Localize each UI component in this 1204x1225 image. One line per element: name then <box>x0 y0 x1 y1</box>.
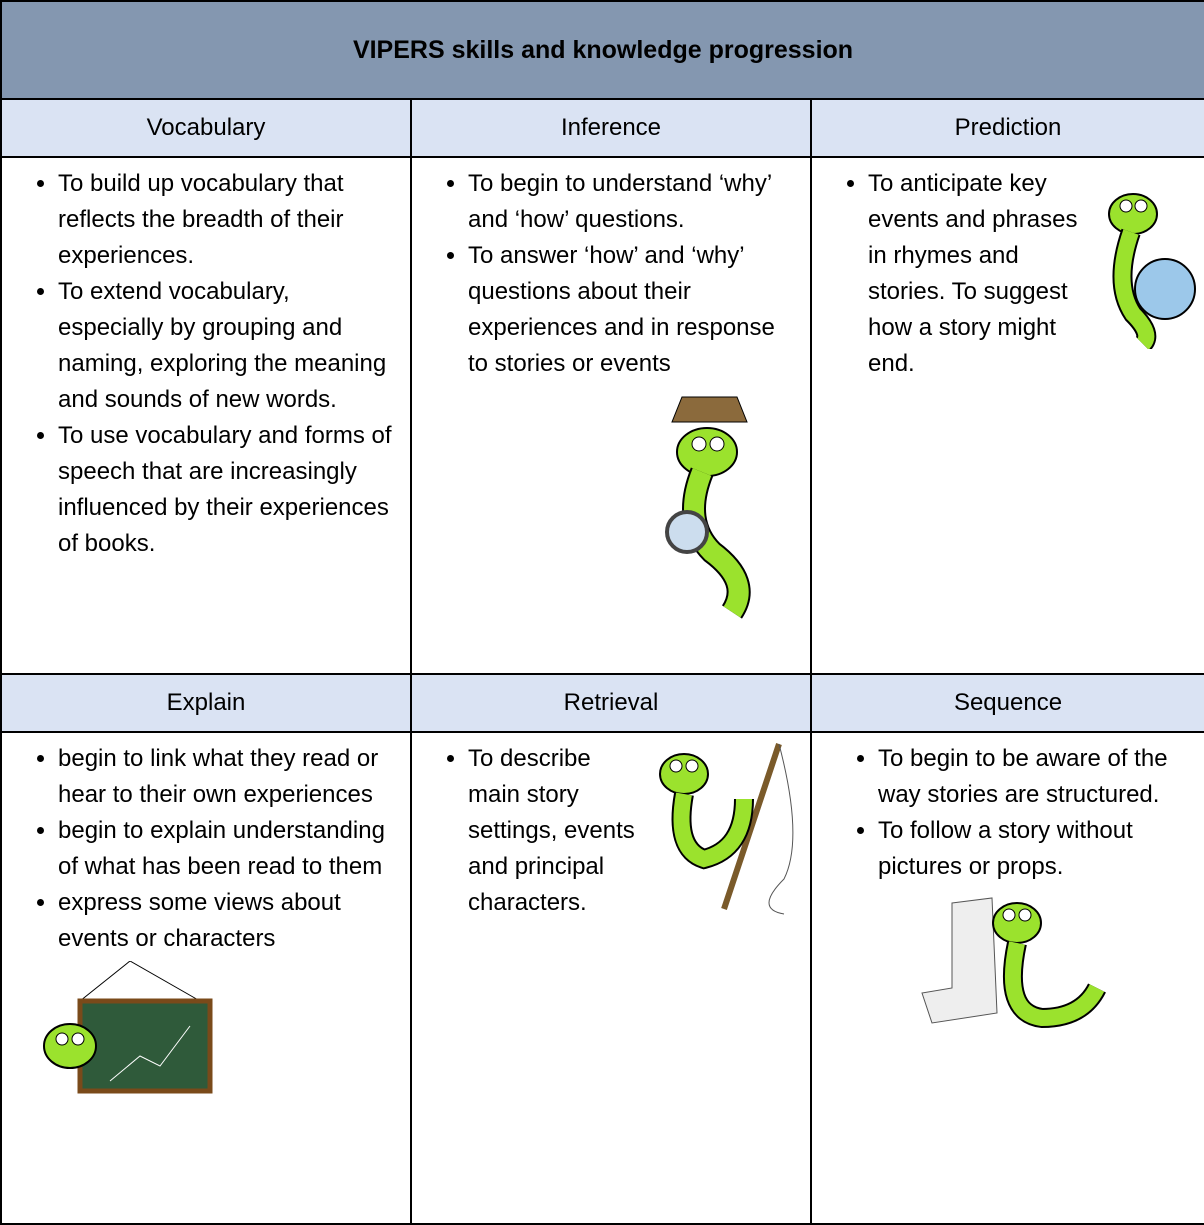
cell: To anticipate key events and phrases in … <box>809 156 1204 675</box>
bullet: express some views about events or chara… <box>58 885 400 957</box>
prediction-snake <box>1108 193 1197 349</box>
bullet-list: To begin to be aware of the way stories … <box>812 741 1204 885</box>
bullet: To begin to understand ‘why’ and ‘how’ q… <box>468 166 800 238</box>
retrieval-snake <box>659 743 794 915</box>
detective-snake <box>665 396 751 619</box>
bullet: To answer ‘how’ and ‘why’ questions abou… <box>468 238 800 382</box>
table-title: VIPERS skills and knowledge progression <box>0 0 1204 100</box>
heading: Prediction <box>809 98 1204 158</box>
cell: To build up vocabulary that reflects the… <box>0 156 412 675</box>
bullet: To begin to be aware of the way stories … <box>878 741 1194 813</box>
bullet: To extend vocabulary, especially by grou… <box>58 274 400 418</box>
bullet-list: To describe main story settings, events … <box>412 741 810 921</box>
cell: begin to link what they read or hear to … <box>0 731 412 1225</box>
bullet: To build up vocabulary that reflects the… <box>58 166 400 274</box>
sequence-snake <box>921 897 1106 1029</box>
bullet: To describe main story settings, events … <box>468 741 800 921</box>
bullet-list: begin to link what they read or hear to … <box>2 741 410 957</box>
bullet: begin to link what they read or hear to … <box>58 741 400 813</box>
heading: Explain <box>0 673 412 733</box>
heading: Inference <box>410 98 812 158</box>
bullet: To anticipate key events and phrases in … <box>868 166 1194 382</box>
bullet: To follow a story without pictures or pr… <box>878 813 1194 885</box>
heading: Vocabulary <box>0 98 412 158</box>
cell: To begin to be aware of the way stories … <box>809 731 1204 1225</box>
heading: Retrieval <box>410 673 812 733</box>
bullet-list: To build up vocabulary that reflects the… <box>2 166 410 562</box>
bullet: begin to explain understanding of what h… <box>58 813 400 885</box>
bullet: To use vocabulary and forms of speech th… <box>58 418 400 562</box>
heading: Sequence <box>809 673 1204 733</box>
bullet-list: To anticipate key events and phrases in … <box>812 166 1204 382</box>
bullet-list: To begin to understand ‘why’ and ‘how’ q… <box>412 166 810 382</box>
cell: To describe main story settings, events … <box>410 731 812 1225</box>
explain-snake <box>43 960 213 1094</box>
cell: To begin to understand ‘why’ and ‘how’ q… <box>410 156 812 675</box>
